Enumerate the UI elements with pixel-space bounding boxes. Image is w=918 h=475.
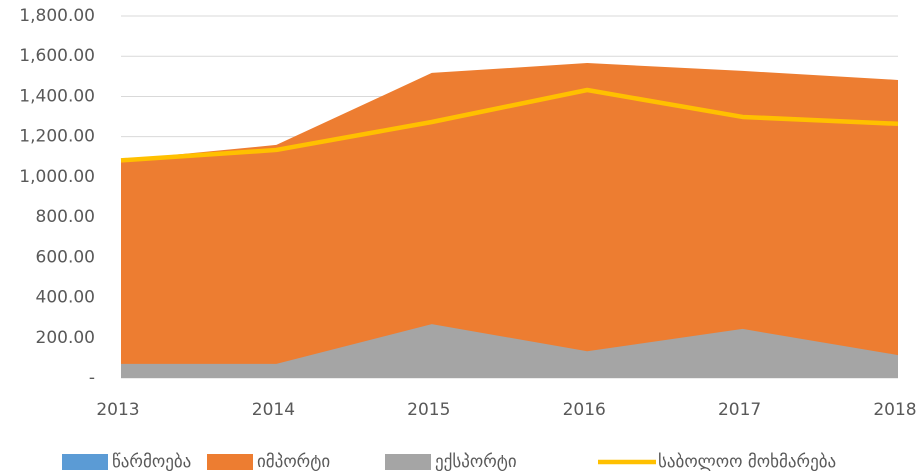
y-tick-label: 1,600.00 xyxy=(19,46,95,66)
y-tick-label: 1,400.00 xyxy=(19,86,95,106)
y-tick-label: 1,200.00 xyxy=(19,127,95,147)
line xyxy=(120,87,899,163)
legend-swatch xyxy=(207,454,253,470)
area xyxy=(121,63,898,379)
legend-label: ექსპორტი xyxy=(435,452,517,472)
legend-label: საბოლოო მოხმარება xyxy=(658,452,836,472)
x-tick-label: 2017 xyxy=(718,400,761,420)
legend-swatch xyxy=(62,454,108,470)
x-tick-label: 2013 xyxy=(96,400,139,420)
area xyxy=(121,324,898,378)
y-tick-label: - xyxy=(89,368,95,388)
x-tick-label: 2018 xyxy=(873,400,916,420)
y-tick-label: 600.00 xyxy=(36,247,95,267)
legend-label: წარმოება xyxy=(112,452,191,472)
y-tick-label: 1,000.00 xyxy=(19,167,95,187)
y-tick-label: 1,800.00 xyxy=(19,6,95,26)
y-tick-label: 200.00 xyxy=(36,328,95,348)
legend-swatch xyxy=(385,454,431,470)
y-tick-label: 400.00 xyxy=(36,288,95,308)
x-tick-label: 2015 xyxy=(407,400,450,420)
y-tick-label: 800.00 xyxy=(36,207,95,227)
x-tick-label: 2016 xyxy=(563,400,606,420)
x-tick-label: 2014 xyxy=(252,400,295,420)
legend-label: იმპორტი xyxy=(257,452,330,472)
